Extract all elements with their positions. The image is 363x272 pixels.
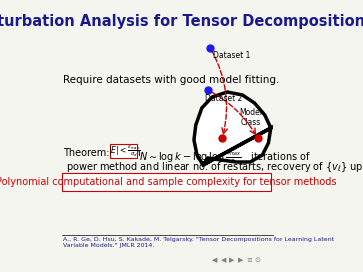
Polygon shape: [194, 92, 271, 165]
Text: ▶: ▶: [238, 257, 243, 263]
Text: ◀: ◀: [212, 257, 218, 263]
Text: ▶: ▶: [229, 257, 235, 263]
Text: A., R. Ge, D. Hsu, S. Kakade, M. Telgarsky. "Tensor Decompositions for Learning : A., R. Ge, D. Hsu, S. Kakade, M. Telgars…: [63, 237, 334, 248]
Text: ◀: ◀: [221, 257, 226, 263]
Text: power method and linear no. of restarts, recovery of $\{v_\ell\}$ up to error $|: power method and linear no. of restarts,…: [66, 160, 363, 174]
Text: ⊙: ⊙: [254, 257, 261, 263]
Text: $|E| < \frac{\varepsilon_{max}}{\sigma_d}$: $|E| < \frac{\varepsilon_{max}}{\sigma_d…: [107, 143, 140, 159]
Text: Perturbation Analysis for Tensor Decomposition: Perturbation Analysis for Tensor Decompo…: [0, 14, 363, 29]
Text: $N \sim \log k - \log\log \frac{\lambda_{max}}{\varepsilon}$   iterations of: $N \sim \log k - \log\log \frac{\lambda_…: [139, 148, 312, 166]
Text: Model
Class: Model Class: [239, 108, 262, 127]
Text: Require datasets with good model fitting.: Require datasets with good model fitting…: [63, 75, 279, 85]
Text: Dataset 1: Dataset 1: [213, 51, 251, 60]
Text: Theorem: When: Theorem: When: [63, 148, 143, 158]
Text: Polynomial computational and sample complexity for tensor methods: Polynomial computational and sample comp…: [0, 177, 337, 187]
Text: ≡: ≡: [246, 257, 252, 263]
FancyBboxPatch shape: [110, 144, 137, 158]
Text: Dataset 2: Dataset 2: [205, 94, 242, 103]
FancyBboxPatch shape: [62, 173, 272, 191]
